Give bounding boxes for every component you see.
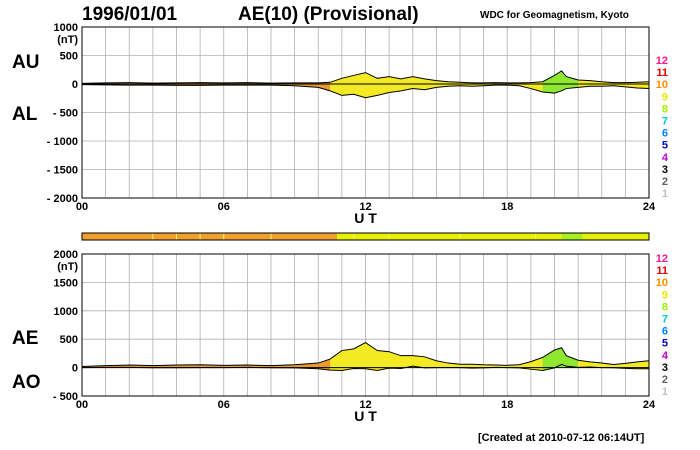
y-tick-label: - 500 bbox=[53, 108, 78, 120]
series-area-early-ae bbox=[82, 359, 331, 368]
ae-ao-panel: 2000 1500 1000 500 0 - 500 (nT) 00 06 12 18 24 U T bbox=[53, 249, 656, 424]
legend-level-2: 2 bbox=[662, 176, 668, 188]
series-area-al bbox=[82, 84, 649, 98]
legend-level-5: 5 bbox=[662, 140, 668, 152]
date-label: 1996/01/01 bbox=[82, 4, 178, 25]
legend-level-7: 7 bbox=[662, 314, 668, 326]
y-tick-label: - 500 bbox=[53, 391, 78, 403]
series-line-al bbox=[81, 84, 650, 99]
legend-level-1: 1 bbox=[662, 386, 668, 398]
series-line-au bbox=[81, 70, 650, 84]
legend-level-8: 8 bbox=[662, 301, 668, 313]
legend-level-1: 1 bbox=[662, 188, 668, 200]
y-axis-unit: (nT) bbox=[57, 261, 78, 273]
activity-segment bbox=[82, 233, 338, 240]
legend-level-4: 4 bbox=[662, 350, 669, 362]
legend-level-6: 6 bbox=[662, 128, 668, 140]
x-axis-label: U T bbox=[354, 408, 377, 424]
organization-label: WDC for Geomagnetism, Kyoto bbox=[480, 10, 629, 21]
created-timestamp: [Created at 2010-07-12 06:14UT] bbox=[478, 432, 645, 444]
legend-level-5: 5 bbox=[662, 338, 668, 350]
legend-level-12: 12 bbox=[656, 253, 668, 265]
legend-level-3: 3 bbox=[662, 362, 668, 374]
legend-level-3: 3 bbox=[662, 164, 668, 176]
legend-level-2: 2 bbox=[662, 374, 668, 386]
plot-frame bbox=[81, 26, 650, 199]
y-tick-label: - 1000 bbox=[47, 136, 78, 148]
legend-level-10: 10 bbox=[656, 277, 668, 289]
series-area-peak-au bbox=[542, 70, 579, 84]
y-tick-label: 2000 bbox=[54, 249, 78, 261]
y-axis-unit: (nT) bbox=[57, 34, 78, 46]
x-tick-label: 12 bbox=[359, 201, 371, 213]
x-tick-label: 06 bbox=[218, 201, 230, 213]
activity-segment bbox=[337, 233, 562, 240]
activity-bar-frame bbox=[81, 232, 650, 241]
x-tick-label: 18 bbox=[501, 201, 513, 213]
legend-level-6: 6 bbox=[662, 326, 668, 338]
y-tick-label: 0 bbox=[72, 79, 78, 91]
y-tick-label: - 2000 bbox=[47, 193, 78, 205]
ae-label: AE bbox=[12, 328, 39, 349]
series-area-peak-ae bbox=[542, 347, 579, 368]
x-tick-label: 18 bbox=[501, 399, 513, 411]
au-al-panel: 1000 500 0 - 500 - 1000 - 1500 - 2000 (nT) 00 06 1… bbox=[47, 22, 656, 226]
au-label: AU bbox=[12, 52, 40, 73]
legend-level-12: 12 bbox=[656, 55, 668, 67]
y-tick-label: 1000 bbox=[54, 306, 78, 318]
y-tick-label: 500 bbox=[60, 334, 78, 346]
activity-segment bbox=[561, 233, 583, 240]
x-tick-label: 00 bbox=[76, 399, 88, 411]
legend-level-10: 10 bbox=[656, 79, 668, 91]
series-area-au bbox=[82, 70, 649, 84]
x-axis-label: U T bbox=[354, 210, 377, 226]
legend-level-9: 9 bbox=[662, 289, 668, 301]
legend-level-11: 11 bbox=[656, 67, 668, 79]
legend-level-11: 11 bbox=[656, 265, 668, 277]
chart-title: AE(10) (Provisional) bbox=[238, 4, 419, 25]
activity-level-bar bbox=[81, 232, 650, 241]
series-area-ae bbox=[82, 342, 649, 368]
legend-level-9: 9 bbox=[662, 91, 668, 103]
x-tick-label: 06 bbox=[218, 399, 230, 411]
legend-level-7: 7 bbox=[662, 116, 668, 128]
series-area-peak-al bbox=[542, 84, 579, 94]
legend-level-8: 8 bbox=[662, 103, 668, 115]
x-tick-label: 12 bbox=[359, 399, 371, 411]
series-line-ae bbox=[81, 342, 650, 367]
x-tick-label: 24 bbox=[643, 201, 656, 213]
activity-segment bbox=[582, 233, 649, 240]
legend-level-4: 4 bbox=[662, 152, 669, 164]
al-label: AL bbox=[12, 104, 38, 125]
x-tick-label: 24 bbox=[643, 399, 656, 411]
ao-label: AO bbox=[12, 372, 41, 393]
y-tick-label: 1500 bbox=[54, 277, 78, 289]
x-tick-label: 00 bbox=[76, 201, 88, 213]
y-tick-label: 1000 bbox=[54, 22, 78, 34]
plot-frame bbox=[81, 253, 650, 397]
y-tick-label: 0 bbox=[72, 363, 78, 375]
y-tick-label: 500 bbox=[60, 51, 78, 63]
y-tick-label: - 1500 bbox=[47, 165, 78, 177]
